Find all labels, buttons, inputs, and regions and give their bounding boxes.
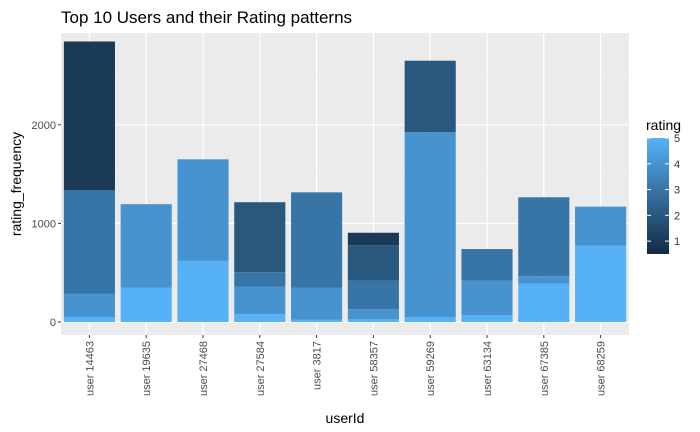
legend-label: 3: [674, 185, 680, 197]
bar-segment: [347, 245, 399, 281]
bar-segment: [291, 287, 343, 320]
bar-segment: [120, 287, 172, 322]
bars: [63, 41, 627, 322]
x-tick-label: user 58357: [368, 341, 380, 396]
bar-segment: [234, 202, 286, 273]
bar-segment: [575, 245, 627, 322]
legend-colorbar: [647, 138, 669, 254]
bar-segment: [291, 319, 343, 322]
legend: rating 5 4 3 2 1: [646, 117, 681, 254]
bar-segment: [461, 249, 513, 281]
x-tick-label: user 59269: [425, 341, 437, 396]
bar-segment: [63, 317, 115, 322]
bar-segment: [461, 315, 513, 322]
bar-segment: [347, 309, 399, 320]
bar-segment: [404, 60, 456, 133]
legend-label: 4: [674, 159, 680, 171]
bar-segment: [347, 280, 399, 310]
bar-segment: [177, 260, 229, 322]
bar-segment: [347, 319, 399, 322]
bar-segment: [291, 192, 343, 288]
bar-segment: [575, 206, 627, 246]
x-tick-label: user 63134: [482, 341, 494, 396]
bar-segment: [518, 283, 570, 322]
x-tick-label: user 14463: [84, 341, 96, 396]
chart-title: Top 10 Users and their Rating patterns: [61, 8, 352, 27]
y-axis: 0 1000 2000: [32, 120, 61, 329]
legend-label: 5: [674, 133, 680, 145]
legend-label: 2: [674, 210, 680, 222]
x-tick-label: user 68259: [596, 341, 608, 396]
bar-segment: [404, 317, 456, 322]
legend-title: rating: [646, 117, 681, 133]
bar-segment: [234, 272, 286, 287]
bar-segment: [63, 293, 115, 318]
x-axis-title: userId: [326, 410, 365, 426]
bar-segment: [347, 232, 399, 246]
y-axis-title: rating_frequency: [8, 132, 24, 236]
x-tick-label: user 19635: [141, 341, 153, 396]
bar-segment: [518, 197, 570, 277]
x-tick-label: user 67385: [539, 341, 551, 396]
bar-segment: [63, 190, 115, 294]
x-axis: user 14463 user 19635 user 27468 user 27584…: [84, 335, 608, 396]
bar-segment: [234, 286, 286, 315]
legend-label: 1: [674, 236, 680, 248]
bar-segment: [518, 276, 570, 284]
y-tick-label: 1000: [32, 218, 56, 230]
y-tick-label: 2000: [32, 120, 56, 132]
x-tick-label: user 27584: [255, 341, 267, 396]
x-tick-label: user 27468: [198, 341, 210, 396]
bar-segment: [461, 280, 513, 316]
bar-segment: [177, 159, 229, 261]
bar-segment: [63, 41, 115, 191]
x-tick-label: user 3817: [312, 341, 324, 390]
y-tick-label: 0: [50, 317, 56, 329]
bar-segment: [120, 204, 172, 288]
bar-segment: [234, 314, 286, 322]
bar-segment: [404, 132, 456, 318]
